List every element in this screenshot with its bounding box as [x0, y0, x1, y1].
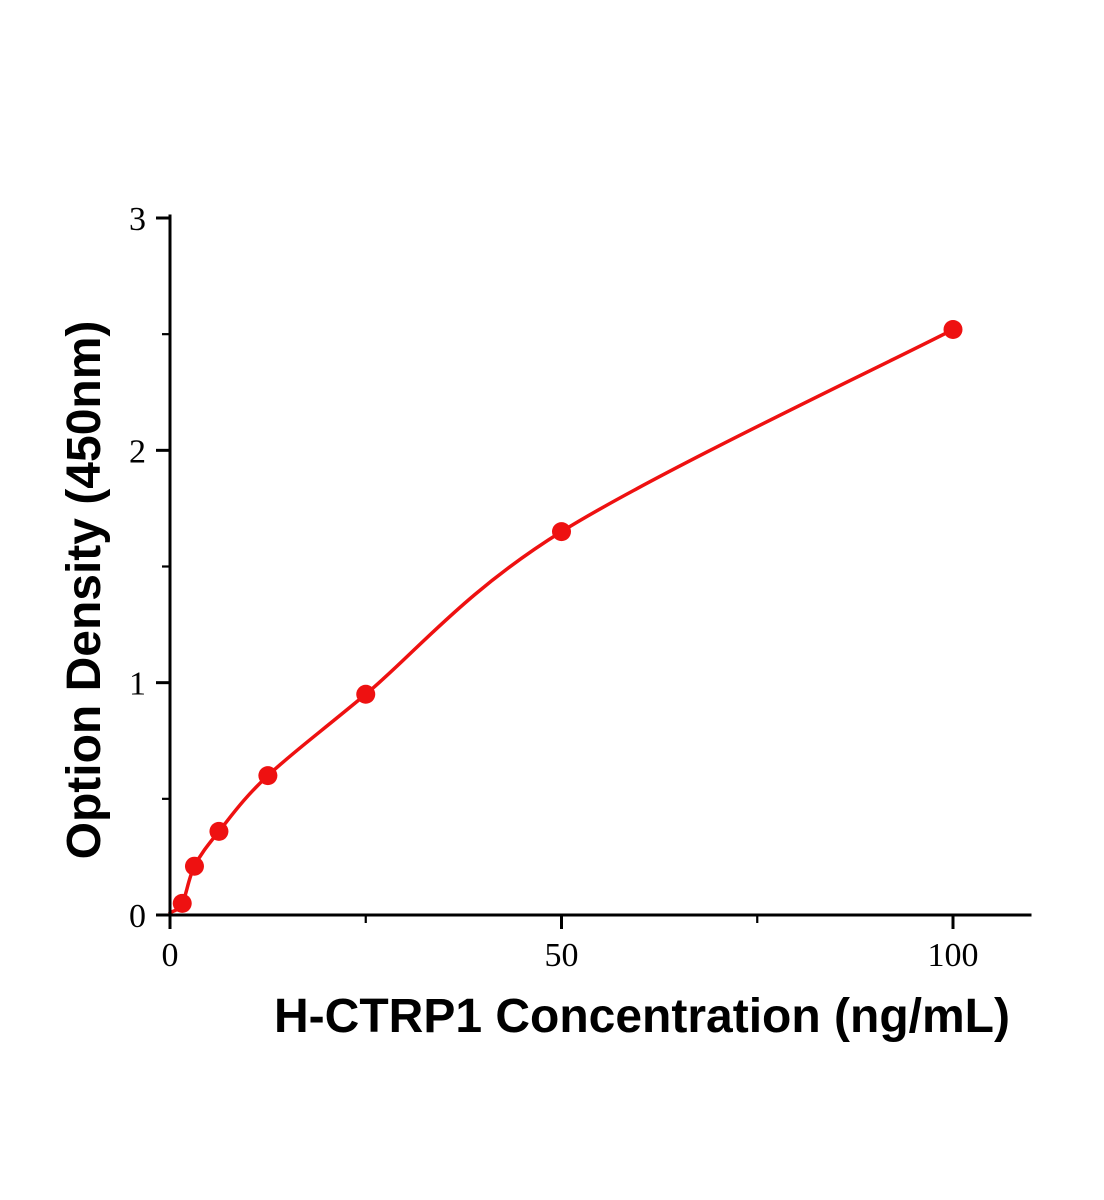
y-axis-label: Option Density (450nm) [58, 321, 111, 860]
y-tick-label: 0 [129, 898, 146, 935]
data-point [943, 320, 963, 340]
fit-curve-layer [168, 327, 955, 915]
tick-labels-layer: 0 50 100 0 1 2 3 [129, 201, 979, 974]
x-axis-label: H-CTRP1 Concentration (ng/mL) [274, 990, 1010, 1043]
axes-layer [168, 214, 1032, 917]
y-tick-label: 3 [129, 201, 146, 238]
ticks-layer [156, 216, 955, 929]
x-tick-label: 50 [545, 937, 579, 974]
data-point [258, 766, 278, 786]
fit-curve [168, 327, 955, 915]
data-point [552, 522, 571, 542]
data-point [209, 821, 229, 841]
data-point [184, 856, 204, 876]
x-tick-label: 0 [162, 937, 179, 974]
axis-lines [168, 214, 1032, 917]
data-point [356, 684, 376, 704]
data-point [172, 893, 192, 913]
data-points-layer [172, 320, 963, 913]
y-tick-label: 2 [129, 433, 146, 470]
x-tick-label: 100 [928, 937, 979, 974]
y-tick-label: 1 [129, 666, 146, 703]
